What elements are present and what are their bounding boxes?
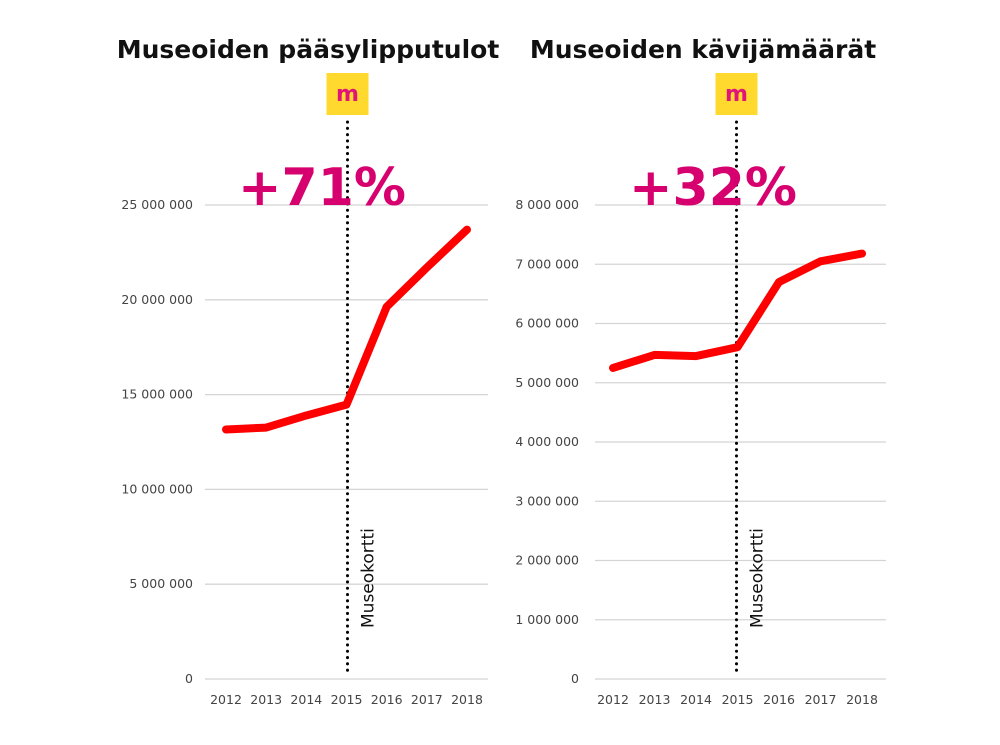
x-tick-label: 2012 bbox=[597, 692, 629, 707]
y-tick-label: 10 000 000 bbox=[121, 481, 193, 496]
chart-title: Museoiden kävijämäärät bbox=[530, 35, 876, 64]
x-tick-label: 2014 bbox=[680, 692, 712, 707]
chart-2: Museoiden kävijämäärät 0 1 000 000 2 000 00… bbox=[515, 35, 886, 707]
museokortti-logo-badge bbox=[715, 73, 758, 115]
y-tick-label: 7 000 000 bbox=[515, 256, 579, 271]
y-tick-label: 6 000 000 bbox=[515, 316, 579, 331]
annotation-label: Museokortti bbox=[748, 528, 768, 628]
badge-letter: m bbox=[336, 82, 359, 107]
y-tick-label: 8 000 000 bbox=[515, 197, 579, 212]
x-tick-label: 2017 bbox=[411, 692, 443, 707]
x-tick-label: 2015 bbox=[331, 692, 363, 707]
x-tick-label: 2018 bbox=[451, 692, 483, 707]
x-tick-label: 2016 bbox=[371, 692, 403, 707]
x-tick-label: 2014 bbox=[290, 692, 322, 707]
annotation-label: Museokortti bbox=[359, 528, 379, 628]
y-tick-label: 0 bbox=[571, 671, 579, 686]
museokortti-logo-badge bbox=[326, 73, 369, 115]
x-tick-label: 2013 bbox=[250, 692, 282, 707]
x-tick-label: 2012 bbox=[210, 692, 242, 707]
y-tick-label: 25 000 000 bbox=[121, 197, 193, 212]
y-tick-label: 20 000 000 bbox=[121, 292, 193, 307]
y-tick-label: 0 bbox=[185, 671, 193, 686]
y-tick-label: 4 000 000 bbox=[515, 434, 579, 449]
chart-1: Museoiden pääsylipputulot 0 5 000 000 10 00… bbox=[117, 35, 500, 707]
x-tick-label: 2015 bbox=[722, 692, 754, 707]
growth-percentage: +32% bbox=[629, 158, 797, 218]
badge-letter: m bbox=[725, 82, 748, 107]
x-tick-label: 2013 bbox=[639, 692, 671, 707]
x-tick-label: 2017 bbox=[805, 692, 837, 707]
x-tick-label: 2018 bbox=[846, 692, 878, 707]
y-tick-label: 3 000 000 bbox=[515, 493, 579, 508]
growth-percentage: +71% bbox=[238, 158, 406, 218]
y-tick-label: 1 000 000 bbox=[515, 612, 579, 627]
x-tick-label: 2016 bbox=[763, 692, 795, 707]
y-tick-label: 5 000 000 bbox=[515, 375, 579, 390]
chart-title: Museoiden pääsylipputulot bbox=[117, 35, 500, 64]
y-tick-label: 2 000 000 bbox=[515, 553, 579, 568]
y-tick-label: 15 000 000 bbox=[121, 387, 193, 402]
y-tick-label: 5 000 000 bbox=[129, 576, 193, 591]
